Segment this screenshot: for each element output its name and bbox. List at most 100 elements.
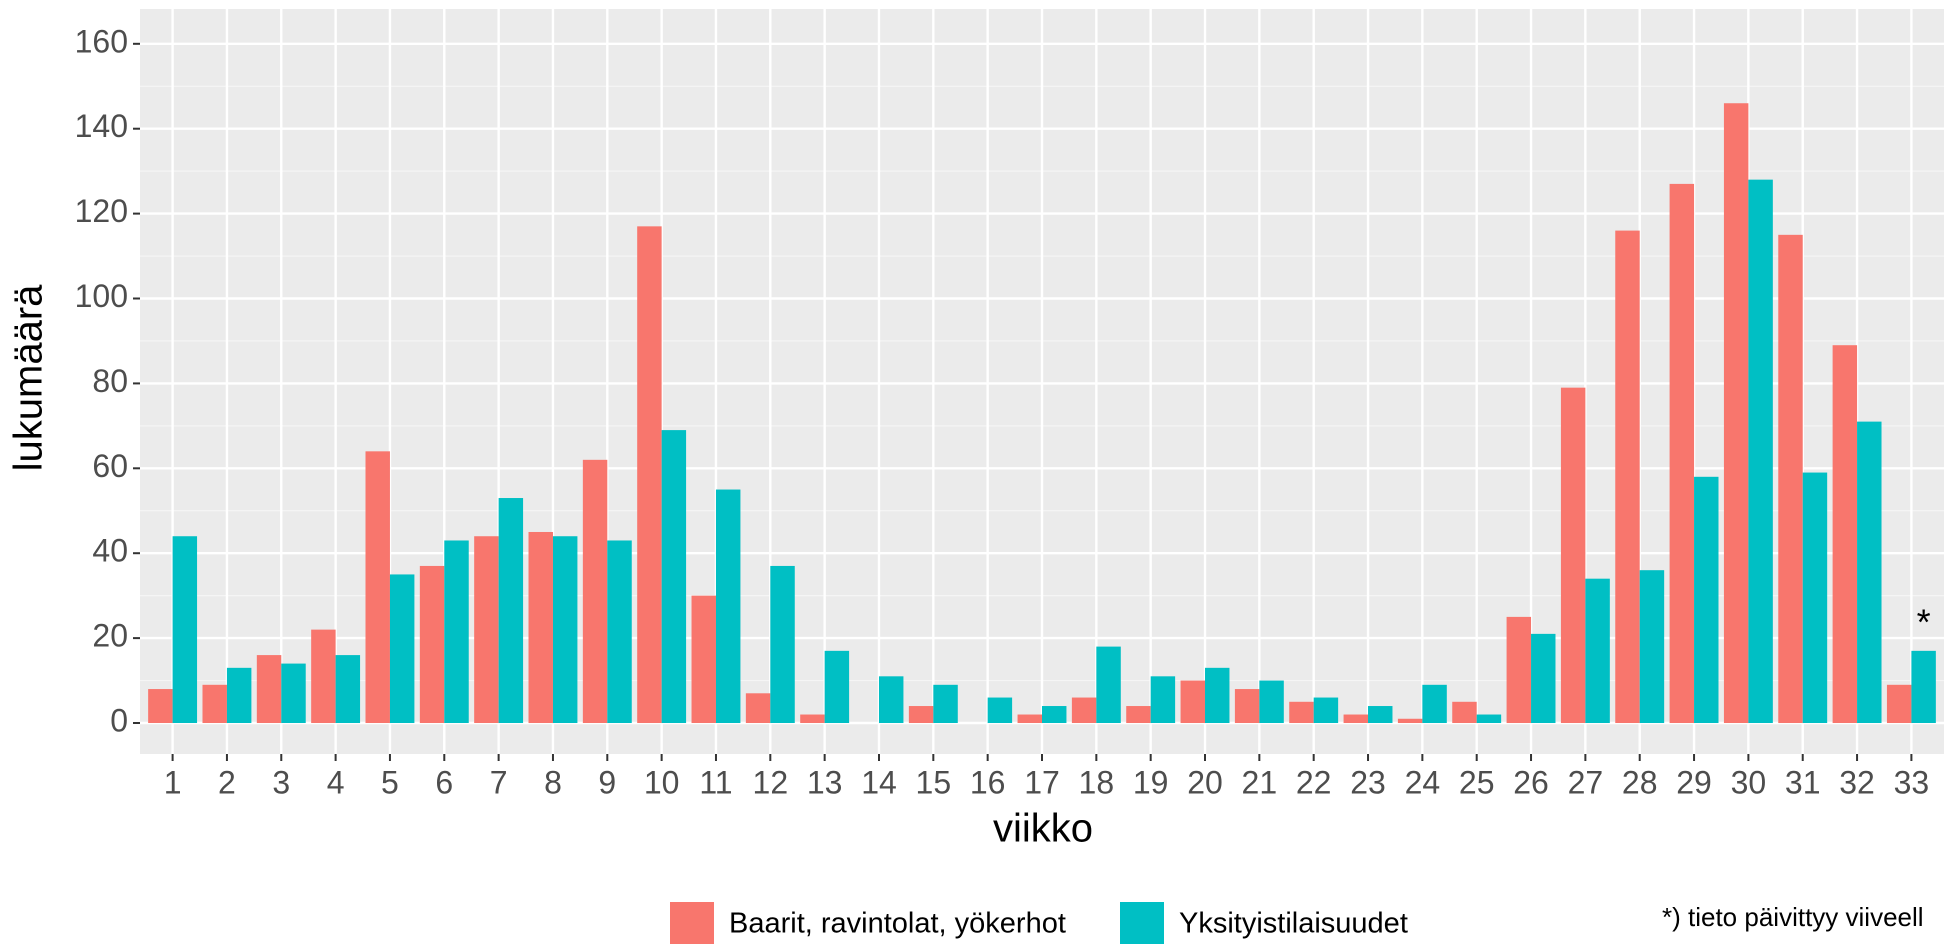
legend-label: Baarit, ravintolat, yökerhot <box>729 908 1066 940</box>
y-tick-label: 40 <box>92 533 128 569</box>
x-tick-label: 29 <box>1676 764 1712 800</box>
bar <box>419 565 445 724</box>
x-tick-label: 2 <box>218 764 236 800</box>
bar <box>172 536 198 724</box>
bar <box>365 451 390 724</box>
bar <box>800 714 825 724</box>
x-tick-label: 14 <box>861 764 897 800</box>
bar <box>1778 234 1803 724</box>
legend-label: Yksityistilaisuudet <box>1179 908 1408 940</box>
bar <box>1832 345 1858 724</box>
bar <box>1343 714 1369 724</box>
bar <box>1748 179 1773 724</box>
bar <box>1886 684 1912 724</box>
y-tick-label: 100 <box>75 278 128 314</box>
bar <box>1802 472 1828 724</box>
bar <box>933 684 958 724</box>
bar <box>311 629 336 724</box>
legend-key <box>670 902 714 944</box>
y-tick-label: 0 <box>110 702 128 738</box>
bar <box>1096 646 1121 724</box>
y-tick-label: 20 <box>92 618 128 654</box>
bar <box>1723 103 1749 724</box>
x-tick-label: 1 <box>164 764 182 800</box>
bar <box>1205 667 1230 724</box>
x-tick-label: 6 <box>435 764 453 800</box>
bar <box>256 655 282 724</box>
bar <box>1234 689 1260 724</box>
bar <box>474 536 499 724</box>
x-tick-label: 21 <box>1242 764 1278 800</box>
bar <box>1531 633 1556 724</box>
bar <box>1071 697 1097 724</box>
bar <box>1911 650 1936 724</box>
x-tick-label: 25 <box>1459 764 1495 800</box>
x-tick-label: 26 <box>1513 764 1549 800</box>
x-tick-label: 24 <box>1405 764 1441 800</box>
x-tick-label: 28 <box>1622 764 1658 800</box>
bar <box>1476 714 1502 724</box>
x-tick-label: 9 <box>598 764 616 800</box>
bar <box>1857 421 1882 724</box>
bar <box>1615 230 1640 724</box>
bar <box>908 706 934 724</box>
y-tick-label: 140 <box>75 108 128 144</box>
x-tick-label: 19 <box>1133 764 1169 800</box>
y-tick-label: 80 <box>92 363 128 399</box>
bar <box>1422 684 1447 724</box>
x-tick-label: 13 <box>807 764 843 800</box>
x-tick-label: 3 <box>272 764 290 800</box>
x-tick-label: 10 <box>644 764 680 800</box>
annotation: * <box>1917 601 1931 642</box>
bar <box>637 226 662 724</box>
x-tick-label: 32 <box>1839 764 1875 800</box>
x-tick-label: 23 <box>1350 764 1386 800</box>
x-tick-label: 33 <box>1894 764 1930 800</box>
x-tick-label: 22 <box>1296 764 1332 800</box>
x-tick-label: 7 <box>490 764 508 800</box>
bar <box>1042 706 1067 724</box>
x-tick-label: 8 <box>544 764 562 800</box>
bar <box>1639 570 1665 724</box>
bar <box>661 430 687 724</box>
bar <box>987 697 1013 724</box>
bar <box>1259 680 1284 724</box>
bar <box>148 689 173 724</box>
y-tick-label: 60 <box>92 448 128 484</box>
bar <box>444 540 469 724</box>
bar <box>1368 706 1393 724</box>
bar <box>335 655 361 724</box>
bar <box>607 540 632 724</box>
x-axis-title: viikko <box>993 807 1093 851</box>
x-tick-label: 20 <box>1187 764 1223 800</box>
bar <box>1150 676 1176 724</box>
bar <box>745 693 771 724</box>
x-tick-label: 15 <box>916 764 952 800</box>
bar <box>1560 387 1586 724</box>
bar <box>498 498 524 724</box>
bar <box>528 531 553 724</box>
x-tick-label: 27 <box>1568 764 1604 800</box>
x-tick-label: 17 <box>1024 764 1060 800</box>
x-tick-label: 5 <box>381 764 399 800</box>
bar <box>1180 680 1206 724</box>
bar <box>691 595 716 724</box>
bar <box>552 536 578 724</box>
bar <box>389 574 415 724</box>
bar <box>1669 183 1695 724</box>
bar <box>1585 578 1610 724</box>
bar <box>1694 476 1719 724</box>
bar <box>1452 701 1477 724</box>
x-tick-label: 30 <box>1731 764 1767 800</box>
bar <box>1397 718 1423 724</box>
bar <box>1289 701 1314 724</box>
bar <box>1313 697 1339 724</box>
x-tick-label: 11 <box>699 764 732 800</box>
y-tick-label: 120 <box>75 193 128 229</box>
footnote: *) tieto päivittyy viiveell <box>1662 902 1924 932</box>
legend-key <box>1120 902 1164 944</box>
bar <box>824 650 850 724</box>
x-tick-label: 4 <box>327 764 345 800</box>
